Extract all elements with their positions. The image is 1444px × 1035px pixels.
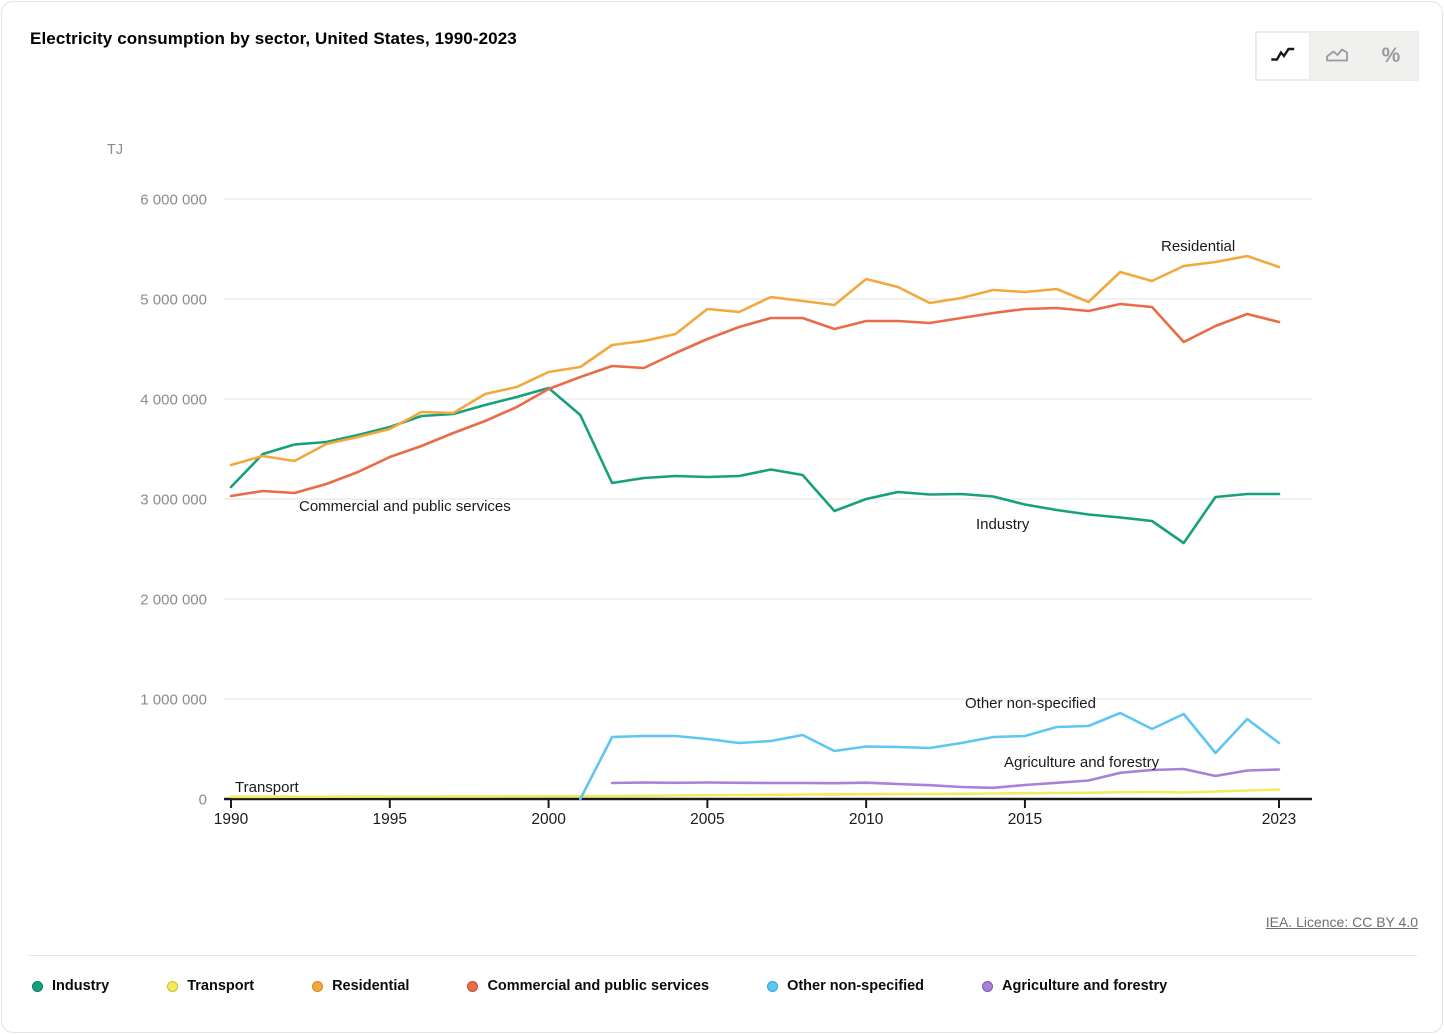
legend-label: Residential — [332, 978, 410, 994]
legend-label: Commercial and public services — [487, 978, 710, 994]
legend-label: Other non-specified — [787, 978, 925, 994]
legend-dot-commercial-and-public-services — [467, 980, 479, 992]
series-line-commercial-and-public-services — [229, 302, 1281, 498]
line-chart-icon — [1270, 43, 1296, 70]
legend-item-other-non-specified[interactable]: Other non-specified — [767, 978, 924, 994]
legend-dot-transport — [167, 980, 179, 992]
licence-link[interactable]: IEA. Licence: CC BY 4.0 — [1265, 914, 1418, 930]
x-axis-tick-label: 1995 — [373, 811, 407, 828]
legend-item-commercial-and-public-services[interactable]: Commercial and public services — [467, 978, 709, 994]
annotation-industry: Industry — [976, 516, 1030, 533]
series-line-residential — [229, 254, 1281, 467]
x-axis-tick-label: 2010 — [849, 811, 884, 828]
annotation-commercial-and-public-services: Commercial and public services — [299, 498, 511, 515]
percent-icon: % — [1381, 44, 1401, 67]
annotation-transport: Transport — [235, 779, 299, 796]
x-axis-tick-label: 1990 — [214, 811, 249, 828]
line-chart-toggle-button[interactable] — [1256, 32, 1310, 80]
legend-label: Agriculture and forestry — [1002, 978, 1168, 994]
y-axis-tick-label: 6 000 000 — [140, 192, 207, 209]
legend-dot-industry — [32, 980, 43, 992]
annotation-other-non-specified: Other non-specified — [965, 695, 1096, 712]
area-chart-toggle-button[interactable] — [1310, 32, 1364, 80]
legend-item-industry[interactable]: Industry — [32, 978, 109, 994]
y-axis-tick-label: 2 000 000 — [140, 592, 207, 609]
y-axis-tick-label: 5 000 000 — [140, 292, 207, 309]
series-line-transport — [229, 788, 1281, 799]
legend-item-residential[interactable]: Residential — [312, 978, 409, 994]
percent-toggle-button[interactable]: % — [1364, 32, 1418, 80]
series-line-agriculture-and-forestry — [610, 767, 1281, 790]
y-axis-tick-label: 0 — [199, 792, 207, 809]
chart-type-toggle-group: % — [1255, 31, 1419, 81]
legend-divider — [29, 955, 1417, 956]
legend: Industry Transport Residential Commercial a… — [32, 978, 1417, 994]
legend-dot-agriculture-and-forestry — [982, 980, 994, 992]
y-axis-tick-label: 4 000 000 — [140, 392, 207, 409]
series-line-industry — [229, 386, 1281, 545]
annotation-agriculture-and-forestry: Agriculture and forestry — [1004, 754, 1160, 771]
x-axis-tick-label: 2015 — [1008, 811, 1042, 828]
legend-dot-residential — [312, 980, 324, 992]
legend-label: Industry — [52, 978, 110, 994]
y-axis-tick-label: 1 000 000 — [140, 692, 207, 709]
legend-dot-other-non-specified — [767, 980, 779, 992]
legend-item-transport[interactable]: Transport — [167, 978, 254, 994]
x-axis-tick-label: 2023 — [1262, 811, 1296, 828]
y-axis-tick-label: 3 000 000 — [140, 492, 207, 509]
licence: IEA. Licence: CC BY 4.0 — [1266, 914, 1418, 930]
annotation-residential: Residential — [1161, 238, 1235, 255]
series-line-other-non-specified — [579, 711, 1281, 801]
y-axis-unit-label: TJ — [107, 142, 123, 158]
x-axis-tick-label: 2000 — [531, 811, 566, 828]
legend-item-agriculture-and-forestry[interactable]: Agriculture and forestry — [982, 978, 1167, 994]
chart-title: Electricity consumption by sector, Unite… — [30, 29, 517, 48]
x-axis-tick-label: 2005 — [690, 811, 724, 828]
legend-label: Transport — [187, 978, 255, 994]
area-chart-icon — [1324, 43, 1350, 70]
